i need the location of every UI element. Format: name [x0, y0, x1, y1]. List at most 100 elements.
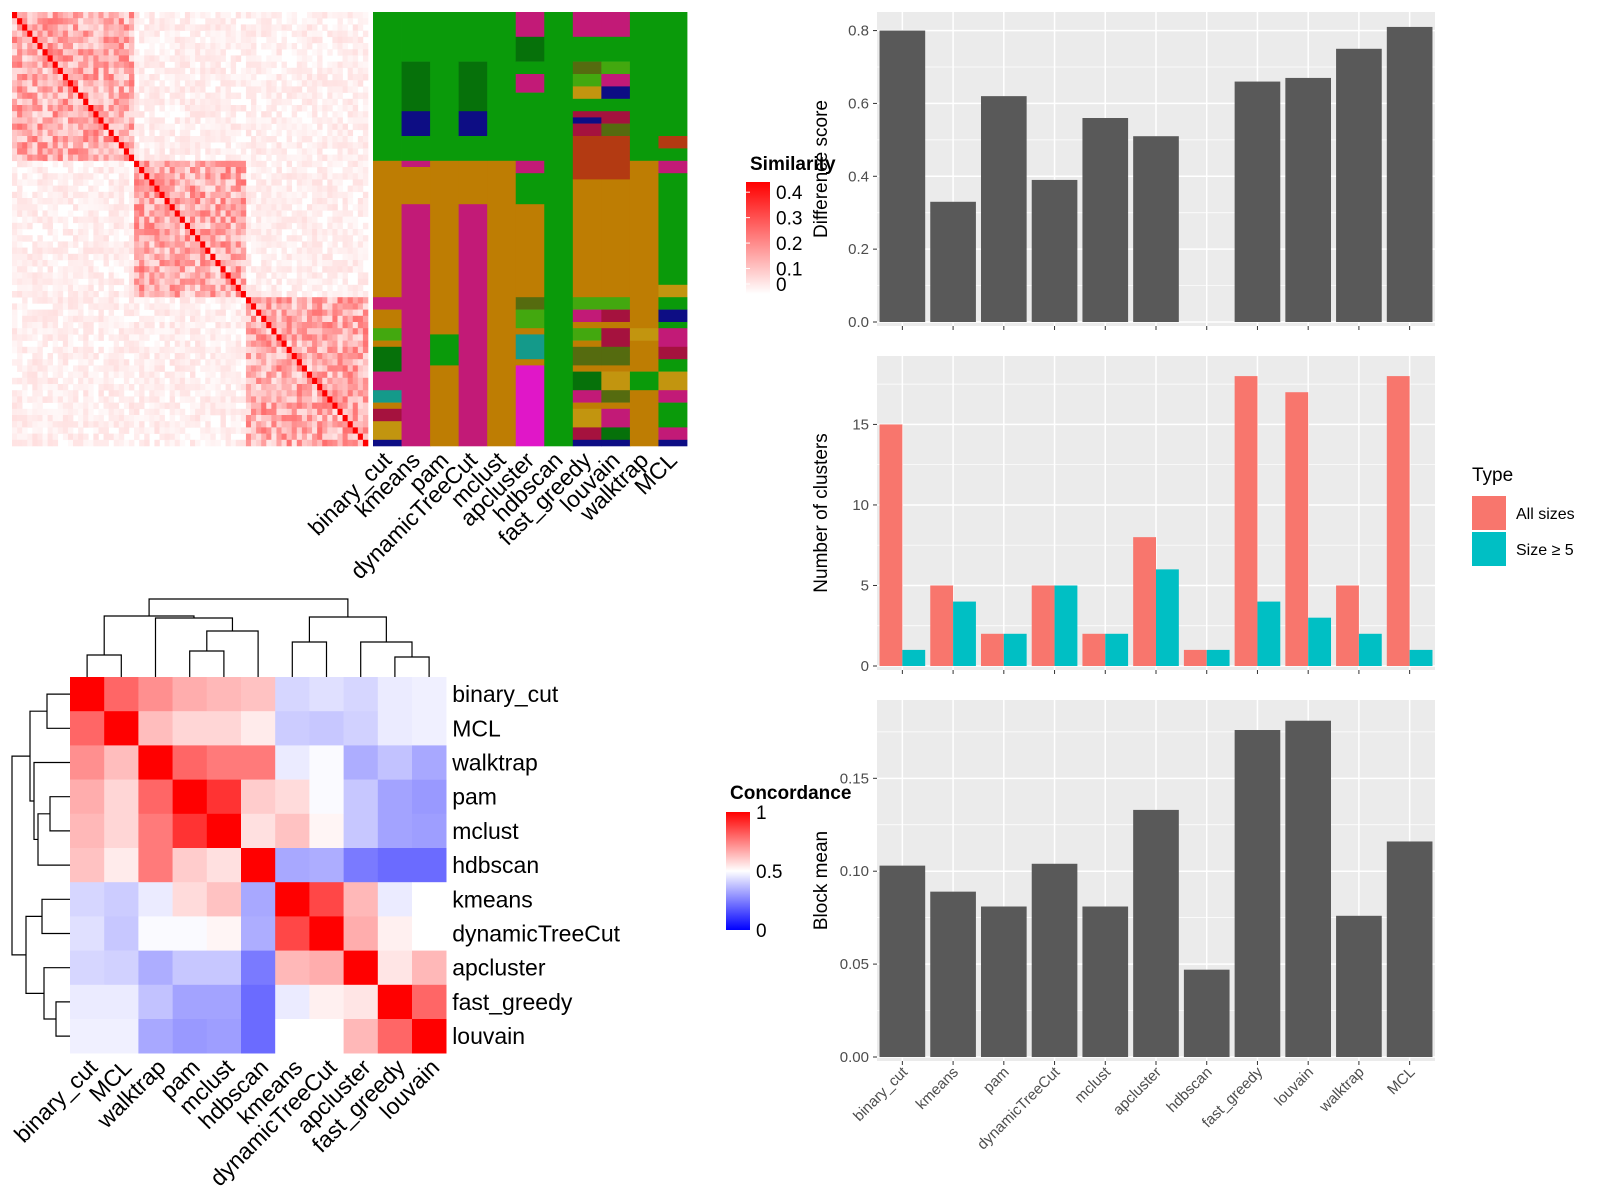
- similarity-cell: [210, 384, 216, 391]
- similarity-cell: [357, 49, 364, 56]
- similarity-cell: [362, 278, 369, 286]
- similarity-cell: [128, 278, 135, 286]
- similarity-cell: [362, 334, 369, 341]
- similarity-cell: [123, 415, 130, 422]
- similarity-cell: [337, 74, 343, 81]
- similarity-cell: [327, 427, 333, 434]
- similarity-cell: [144, 433, 150, 441]
- similarity-cell: [108, 154, 115, 162]
- similarity-cell: [93, 167, 99, 174]
- similarity-cell: [347, 185, 354, 193]
- cluster-cell: [658, 402, 688, 428]
- similarity-cell: [134, 105, 140, 112]
- similarity-cell: [352, 253, 359, 261]
- similarity-cell: [220, 365, 226, 372]
- similarity-cell: [17, 284, 23, 292]
- similarity-cell: [225, 216, 231, 224]
- similarity-cell: [128, 30, 135, 38]
- similarity-cell: [210, 43, 216, 50]
- similarity-cell: [327, 86, 333, 93]
- similarity-cell: [57, 247, 64, 255]
- similarity-cell: [67, 148, 74, 155]
- similarity-cell: [103, 377, 109, 385]
- similarity-cell: [184, 43, 191, 50]
- concordance-cell: [138, 745, 173, 780]
- similarity-cell: [159, 384, 165, 391]
- similarity-cell: [281, 222, 287, 230]
- similarity-cell: [301, 334, 308, 341]
- similarity-cell: [22, 266, 28, 273]
- similarity-cell: [317, 136, 323, 143]
- similarity-cell: [144, 353, 150, 360]
- similarity-cell: [52, 173, 59, 180]
- similarity-cell: [83, 340, 89, 348]
- similarity-cell: [22, 154, 28, 162]
- similarity-cell: [88, 266, 94, 273]
- similarity-cell: [37, 365, 43, 372]
- similarity-cell: [27, 204, 33, 211]
- similarity-cell: [27, 334, 33, 341]
- similarity-cell: [73, 129, 79, 137]
- similarity-cell: [342, 80, 348, 87]
- similarity-cell: [103, 421, 109, 428]
- similarity-cell: [306, 346, 313, 354]
- similarity-cell: [169, 105, 176, 112]
- similarity-cell: [27, 148, 33, 155]
- similarity-cell: [200, 204, 206, 211]
- cluster-cell: [601, 123, 631, 137]
- similarity-cell: [362, 136, 369, 143]
- similarity-cell: [184, 235, 191, 242]
- similarity-cell: [78, 346, 84, 354]
- similarity-cell: [57, 36, 64, 44]
- similarity-cell: [256, 18, 262, 25]
- similarity-cell: [342, 322, 348, 329]
- similarity-cell: [220, 86, 226, 93]
- similarity-cell: [118, 98, 125, 106]
- similarity-cell: [22, 260, 28, 267]
- bar: [1183, 969, 1230, 1057]
- concordance-cell: [172, 711, 208, 746]
- similarity-cell: [42, 260, 48, 267]
- similarity-cell: [179, 142, 186, 149]
- similarity-cell: [332, 359, 338, 366]
- similarity-cell: [108, 18, 115, 25]
- similarity-cell: [332, 98, 338, 106]
- similarity-cell: [98, 235, 104, 242]
- similarity-cell: [317, 123, 323, 131]
- similarity-cell: [337, 229, 343, 236]
- similarity-cell: [245, 229, 252, 236]
- similarity-cell: [12, 346, 18, 354]
- similarity-cell: [174, 30, 181, 38]
- similarity-cell: [301, 80, 308, 87]
- cluster-cell: [373, 346, 402, 372]
- similarity-cell: [108, 303, 115, 310]
- similarity-cell: [93, 427, 99, 434]
- similarity-cell: [256, 24, 262, 31]
- similarity-cell: [118, 421, 125, 428]
- similarity-cell: [256, 408, 262, 416]
- similarity-cell: [179, 222, 186, 230]
- similarity-cell: [123, 384, 130, 391]
- similarity-cell: [286, 98, 293, 106]
- similarity-cell: [42, 30, 48, 38]
- similarity-cell: [42, 167, 48, 174]
- cluster-cell: [401, 111, 431, 137]
- similarity-cell: [42, 415, 48, 422]
- similarity-cell: [164, 136, 170, 143]
- similarity-cell: [42, 377, 48, 385]
- similarity-cell: [118, 105, 125, 112]
- similarity-cell: [149, 427, 155, 434]
- similarity-cell: [139, 253, 145, 261]
- similarity-cell: [337, 222, 343, 230]
- similarity-cell: [301, 74, 308, 81]
- similarity-cell: [230, 408, 237, 416]
- similarity-cell: [83, 235, 89, 242]
- similarity-cell: [251, 396, 257, 403]
- dendrogram-branch: [43, 967, 70, 1020]
- similarity-cell: [42, 80, 48, 87]
- similarity-cell: [296, 148, 303, 155]
- similarity-cell: [225, 92, 231, 100]
- similarity-cell: [210, 346, 216, 354]
- similarity-cell: [215, 55, 221, 62]
- similarity-cell: [327, 61, 333, 69]
